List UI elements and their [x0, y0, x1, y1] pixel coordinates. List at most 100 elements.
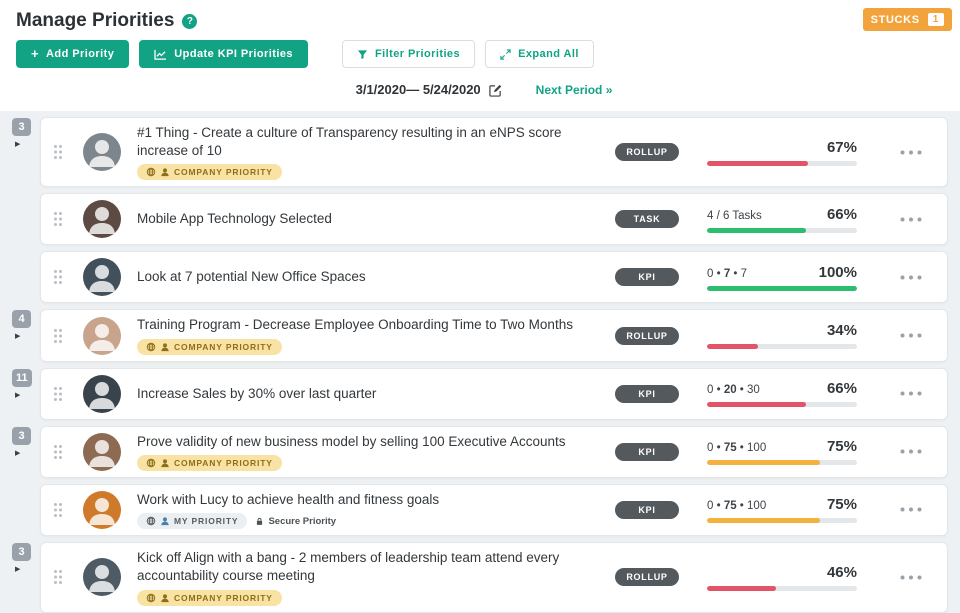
children-count: 3 ▶ [12, 542, 40, 612]
expand-arrows-icon [500, 48, 511, 60]
expand-caret-icon[interactable]: ▶ [15, 449, 21, 457]
row-menu-button[interactable] [887, 575, 935, 580]
priority-badges: MY PRIORITY Secure Priority [137, 513, 607, 530]
progress-section: 0 • 20 • 30 66% [707, 380, 857, 408]
globe-icon [146, 458, 156, 468]
priority-info: Mobile App Technology Selected [137, 210, 615, 228]
priority-title[interactable]: Work with Lucy to achieve health and fit… [137, 491, 440, 507]
priority-row: ▶ Work with Lucy to achieve health and f… [12, 483, 948, 537]
person-icon [160, 516, 170, 526]
filter-priorities-button[interactable]: Filter Priorities [341, 40, 476, 68]
progress-section: 46% [707, 564, 857, 591]
priority-info: Training Program - Decrease Employee Onb… [137, 316, 615, 355]
expand-caret-icon[interactable]: ▶ [15, 141, 21, 148]
priority-type-pill: ROLLUP [615, 326, 679, 345]
priority-list: 3 ▶ #1 Thing - Create a culture of Trans… [0, 111, 960, 613]
priority-badges: COMPANY PRIORITY [137, 454, 607, 471]
funnel-icon [357, 49, 368, 60]
row-menu-button[interactable] [887, 275, 935, 280]
progress-labels: 67% [707, 139, 857, 156]
priority-card: Look at 7 potential New Office Spaces [40, 251, 948, 304]
priority-type-pill: ROLLUP [615, 568, 679, 587]
person-icon [160, 593, 170, 603]
expand-caret-icon[interactable]: ▶ [15, 333, 21, 341]
row-menu-button[interactable] [887, 507, 935, 512]
row-menu-button[interactable] [887, 150, 935, 155]
expand-caret-icon[interactable]: ▶ [15, 566, 21, 574]
priority-info: #1 Thing - Create a culture of Transpare… [137, 124, 615, 181]
children-count-badge[interactable]: 4 [12, 310, 31, 329]
help-icon[interactable]: ? [182, 13, 198, 29]
stucks-button[interactable]: STUCKS 1 [862, 8, 952, 31]
drag-handle-icon[interactable] [53, 144, 65, 160]
children-count: 11 ▶ [12, 368, 40, 420]
add-priority-button[interactable]: + Add Priority [16, 40, 130, 68]
children-count: 4 ▶ [12, 309, 40, 361]
add-priority-label: Add Priority [46, 48, 115, 60]
children-count: 3 ▶ [12, 117, 40, 187]
progress-bar-track [707, 402, 857, 408]
next-period-link[interactable]: Next Period » [535, 82, 613, 97]
priority-info: Prove validity of new business model by … [137, 433, 615, 471]
drag-handle-icon[interactable] [53, 444, 65, 460]
drag-handle-icon[interactable] [53, 328, 65, 344]
expand-caret-icon[interactable]: ▶ [15, 391, 21, 399]
scope-badge-label: COMPANY PRIORITY [174, 341, 273, 352]
progress-bar-fill [707, 518, 820, 524]
avatar [83, 490, 121, 529]
priority-title[interactable]: Mobile App Technology Selected [137, 211, 332, 227]
expand-all-button[interactable]: Expand All [485, 40, 594, 68]
progress-labels: 0 • 7 • 7 100% [707, 264, 857, 281]
progress-labels: 46% [707, 564, 857, 581]
priority-title[interactable]: Kick off Align with a bang - 2 members o… [137, 550, 560, 584]
priority-card: Mobile App Technology Selected [40, 193, 948, 246]
drag-handle-icon[interactable] [53, 211, 65, 227]
priority-badges: COMPANY PRIORITY [137, 589, 607, 606]
percent-text: 66% [826, 205, 857, 223]
avatar [83, 374, 121, 413]
row-menu-button[interactable] [887, 391, 935, 396]
avatar [83, 133, 121, 172]
priority-card: Prove validity of new business model by … [40, 425, 948, 478]
children-count-badge[interactable]: 11 [12, 368, 32, 387]
progress-bar-track [707, 160, 857, 166]
priority-title[interactable]: #1 Thing - Create a culture of Transpare… [137, 125, 562, 159]
priority-type-pill: ROLLUP [615, 143, 679, 162]
toolbar: + Add Priority Update KPI Priorities Fil… [16, 40, 952, 68]
row-menu-button[interactable] [887, 333, 935, 338]
priority-title[interactable]: Prove validity of new business model by … [137, 433, 566, 449]
progress-bar-fill [707, 160, 808, 166]
percent-text: 100% [818, 263, 857, 281]
plus-icon: + [31, 46, 40, 61]
children-count-badge[interactable]: 3 [12, 118, 31, 136]
row-menu-button[interactable] [887, 217, 935, 222]
scope-badge: COMPANY PRIORITY [137, 454, 282, 471]
drag-handle-icon[interactable] [53, 569, 65, 585]
progress-bar-fill [707, 227, 806, 233]
metric-text: 0 • 75 • 100 [707, 442, 767, 455]
priority-title[interactable]: Increase Sales by 30% over last quarter [137, 385, 377, 401]
progress-bar-track [707, 460, 857, 466]
row-menu-button[interactable] [887, 449, 935, 454]
drag-handle-icon[interactable] [53, 502, 65, 518]
title-row: Manage Priorities ? STUCKS 1 [16, 8, 952, 32]
drag-handle-icon[interactable] [53, 386, 65, 402]
priority-row: 11 ▶ Increase Sales by 30% over last qua… [12, 367, 948, 420]
scope-badge-label: MY PRIORITY [174, 516, 239, 527]
priority-card: Work with Lucy to achieve health and fit… [40, 483, 948, 537]
metric-text: 0 • 7 • 7 [707, 267, 748, 280]
globe-icon [146, 516, 156, 526]
priority-title[interactable]: Look at 7 potential New Office Spaces [137, 269, 366, 285]
priority-badges: COMPANY PRIORITY [137, 164, 607, 181]
priority-card: Training Program - Decrease Employee Onb… [40, 309, 948, 362]
update-kpi-priorities-button[interactable]: Update KPI Priorities [139, 40, 308, 68]
children-count-badge[interactable]: 3 [12, 426, 31, 445]
priority-info: Look at 7 potential New Office Spaces [137, 268, 615, 286]
percent-text: 75% [826, 438, 857, 456]
drag-handle-icon[interactable] [53, 269, 65, 285]
priority-title[interactable]: Training Program - Decrease Employee Onb… [137, 317, 573, 333]
edit-period-icon[interactable] [488, 84, 502, 97]
children-count-badge[interactable]: 3 [12, 543, 31, 562]
stucks-label: STUCKS [870, 13, 920, 26]
priority-row: ▶ Look at 7 potential New Office Spaces [12, 251, 948, 304]
